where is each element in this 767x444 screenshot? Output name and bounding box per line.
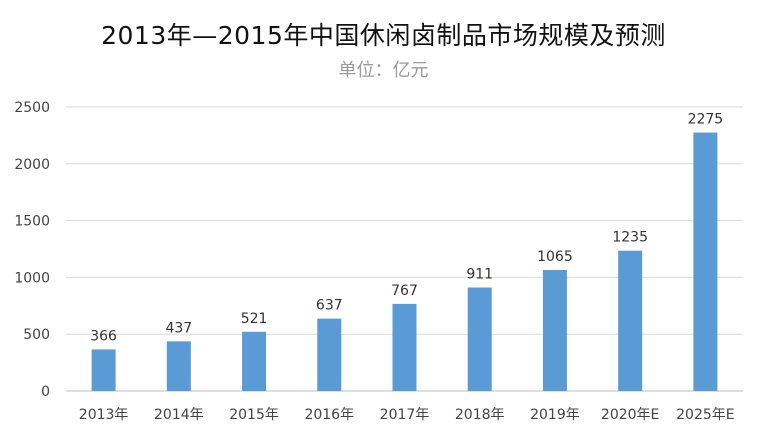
data-label: 2275	[688, 112, 724, 128]
bar-2014年	[166, 341, 191, 391]
x-tick-label: 2017年	[380, 407, 430, 423]
data-label: 366	[90, 328, 117, 344]
y-tick-label: 2500	[14, 100, 50, 116]
x-tick-label: 2013年	[79, 407, 129, 423]
chart-title: 2013年—2015年中国休闲卤制品市场规模及预测	[101, 21, 666, 50]
bar-2016年	[317, 318, 342, 391]
bar-2025年E	[693, 132, 718, 391]
data-label: 521	[241, 311, 268, 327]
bar-2019年	[542, 270, 567, 391]
x-tick-label: 2018年	[455, 407, 505, 423]
y-tick-label: 1000	[14, 270, 50, 286]
bar-2015年	[242, 331, 267, 391]
data-label: 637	[316, 298, 343, 314]
bar-2018年	[467, 287, 492, 391]
x-tick-label: 2019年	[530, 407, 580, 423]
x-tick-label: 2014年	[154, 407, 204, 423]
bar-2017年	[392, 303, 417, 391]
data-label: 1065	[537, 249, 573, 265]
x-tick-label: 2020年E	[601, 407, 659, 423]
y-tick-label: 500	[23, 327, 50, 343]
y-tick-label: 0	[41, 384, 50, 400]
bar-2013年	[91, 349, 116, 391]
chart-subtitle: 单位：亿元	[338, 60, 429, 81]
data-label: 767	[391, 283, 418, 299]
data-label: 911	[466, 267, 493, 283]
y-tick-label: 2000	[14, 157, 50, 173]
data-label: 1235	[612, 230, 648, 246]
bar-2020年E	[618, 250, 643, 391]
data-label: 437	[165, 320, 192, 336]
x-tick-label: 2016年	[304, 407, 354, 423]
x-tick-label: 2025年E	[676, 407, 734, 423]
x-tick-label: 2015年	[229, 407, 279, 423]
y-tick-label: 1500	[14, 214, 50, 230]
